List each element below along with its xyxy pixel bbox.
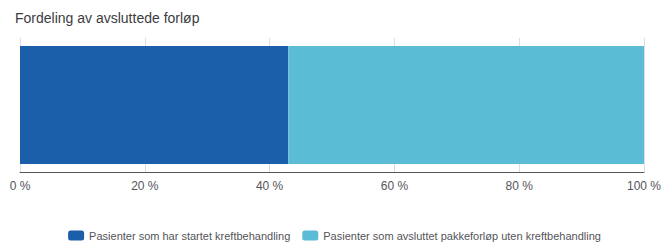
svg-text:Fordeling av avsluttede forløp: Fordeling av avsluttede forløp — [15, 10, 200, 26]
svg-text:0 %: 0 % — [10, 179, 31, 193]
svg-text:100 %: 100 % — [627, 179, 661, 193]
svg-text:80 %: 80 % — [506, 179, 534, 193]
svg-text:60 %: 60 % — [381, 179, 409, 193]
svg-text:20 %: 20 % — [131, 179, 159, 193]
svg-text:Pasienter som avsluttet pakkef: Pasienter som avsluttet pakkeforløp uten… — [323, 230, 601, 242]
svg-text:40 %: 40 % — [256, 179, 284, 193]
svg-text:Pasienter som har startet kref: Pasienter som har startet kreftbehandlin… — [89, 230, 290, 242]
